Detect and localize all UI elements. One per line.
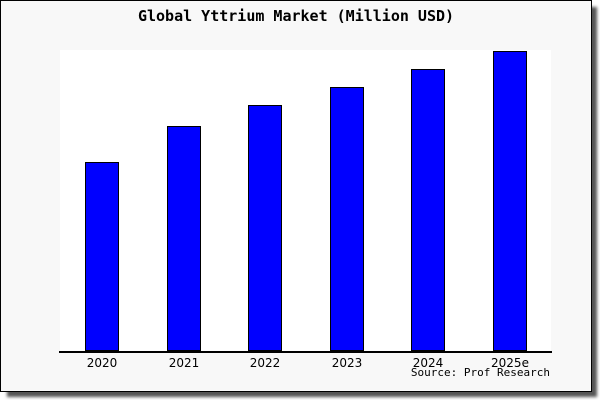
- source-credit: Source: Prof Research: [410, 366, 550, 379]
- chart-title: Global Yttrium Market (Million USD): [137, 7, 455, 25]
- bar-2024: [411, 69, 445, 351]
- bar-2023: [330, 87, 364, 351]
- chart-frame: Global Yttrium Market (Million USD) 2020…: [0, 0, 592, 392]
- bar-2022: [248, 105, 282, 351]
- plot-area: [60, 50, 551, 351]
- x-axis-line: [59, 351, 552, 353]
- bar-2021: [167, 126, 201, 351]
- bar-2025e: [493, 51, 527, 351]
- bar-2020: [85, 162, 119, 351]
